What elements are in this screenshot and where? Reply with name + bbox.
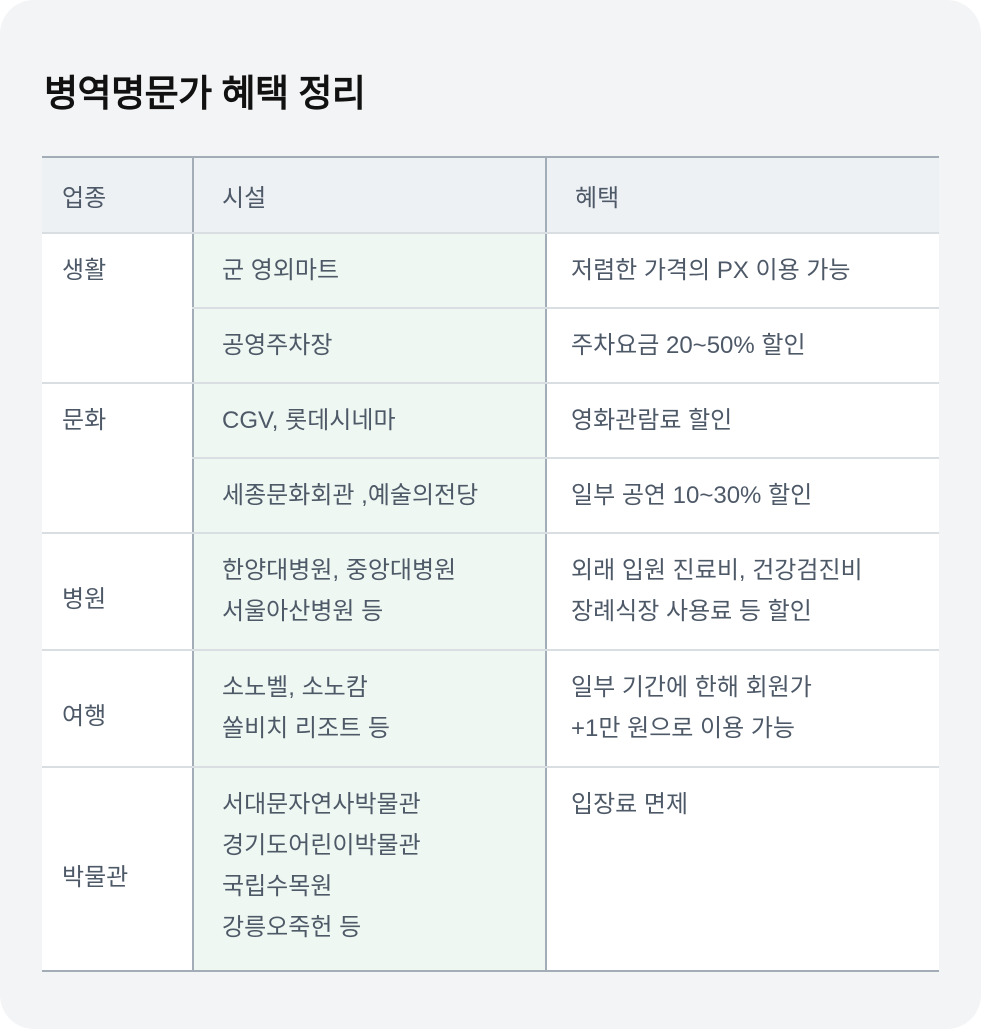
category-cell: 박물관: [42, 767, 193, 972]
cell-text-line: 문화: [62, 407, 107, 434]
cell-text-line: 장례식장 사용료 등 할인: [571, 598, 812, 625]
page-title: 병역명문가 혜택 정리: [44, 73, 366, 114]
column-header-benefit: 혜택: [545, 156, 939, 234]
cell-text-line: 일부 기간에 한해 회원가: [571, 674, 812, 701]
category-cell: 문화: [42, 383, 193, 534]
cell-text-line: 외래 입원 진료비, 건강검진비: [571, 557, 863, 584]
cell-text-line: 국립수목원: [222, 873, 333, 900]
table-row: 생활 군 영외마트 저렴한 가격의 PX 이용 가능: [42, 233, 939, 384]
table-row: 세종문화회관 ,예술의전당 일부 공연 10~30% 할인: [42, 458, 939, 534]
table-header-row: 업종 시설 혜택: [42, 156, 939, 234]
cell-text-line: 저렴한 가격의 PX 이용 가능: [571, 257, 851, 284]
cell-text-line: 소노벨, 소노캄: [222, 674, 368, 701]
cell-text-line: 경기도어린이박물관: [222, 832, 421, 859]
column-header-facility: 시설: [192, 156, 546, 234]
cell-text-line: 생활: [62, 257, 107, 284]
benefit-cell: 입장료 면제: [545, 767, 939, 972]
table-row: 공영주차장 주차요금 20~50% 할인: [42, 308, 939, 384]
facility-cell: 공영주차장: [192, 308, 546, 384]
cell-text-line: 주차요금 20~50% 할인: [571, 332, 806, 359]
cell-text-line: 한양대병원, 중앙대병원: [222, 557, 457, 584]
cell-text-line: +1만 원으로 이용 가능: [571, 715, 796, 742]
benefit-cell: 영화관람료 할인: [545, 383, 939, 459]
benefit-cell: 주차요금 20~50% 할인: [545, 308, 939, 384]
benefit-cell: 일부 기간에 한해 회원가 +1만 원으로 이용 가능: [545, 650, 939, 768]
table-row: 문화 CGV, 롯데시네마 영화관람료 할인: [42, 383, 939, 534]
table-row: 병원 한양대병원, 중앙대병원 서울아산병원 등 외래 입원 진료비, 건강검진비 장례…: [42, 533, 939, 651]
cell-text-line: 세종문화회관 ,예술의전당: [222, 482, 479, 509]
category-cell: 생활: [42, 233, 193, 384]
cell-text-line: 영화관람료 할인: [571, 407, 733, 434]
cell-text-line: 강릉오죽헌 등: [222, 914, 362, 941]
facility-cell: 군 영외마트: [192, 233, 546, 309]
benefit-cell: 일부 공연 10~30% 할인: [545, 458, 939, 534]
cell-text-line: 서울아산병원 등: [222, 598, 384, 625]
cell-text-line: CGV, 롯데시네마: [222, 407, 396, 434]
category-cell: 여행: [42, 650, 193, 768]
cell-text-line: 병원: [62, 586, 107, 613]
cell-text-line: 군 영외마트: [222, 257, 340, 284]
facility-cell: 세종문화회관 ,예술의전당: [192, 458, 546, 534]
cell-text-line: 공영주차장: [222, 332, 333, 359]
category-cell: 병원: [42, 533, 193, 651]
cell-text-line: 여행: [62, 703, 107, 730]
cell-text-line: 일부 공연 10~30% 할인: [571, 482, 813, 509]
cell-text-line: 쏠비치 리조트 등: [222, 715, 390, 742]
facility-cell: CGV, 롯데시네마: [192, 383, 546, 459]
benefit-cell: 저렴한 가격의 PX 이용 가능: [545, 233, 939, 309]
cell-text-line: 박물관: [62, 863, 129, 891]
cell-text-line: 서대문자연사박물관: [222, 791, 421, 818]
column-header-category: 업종: [42, 156, 193, 234]
cell-text-line: 입장료 면제: [571, 791, 689, 818]
